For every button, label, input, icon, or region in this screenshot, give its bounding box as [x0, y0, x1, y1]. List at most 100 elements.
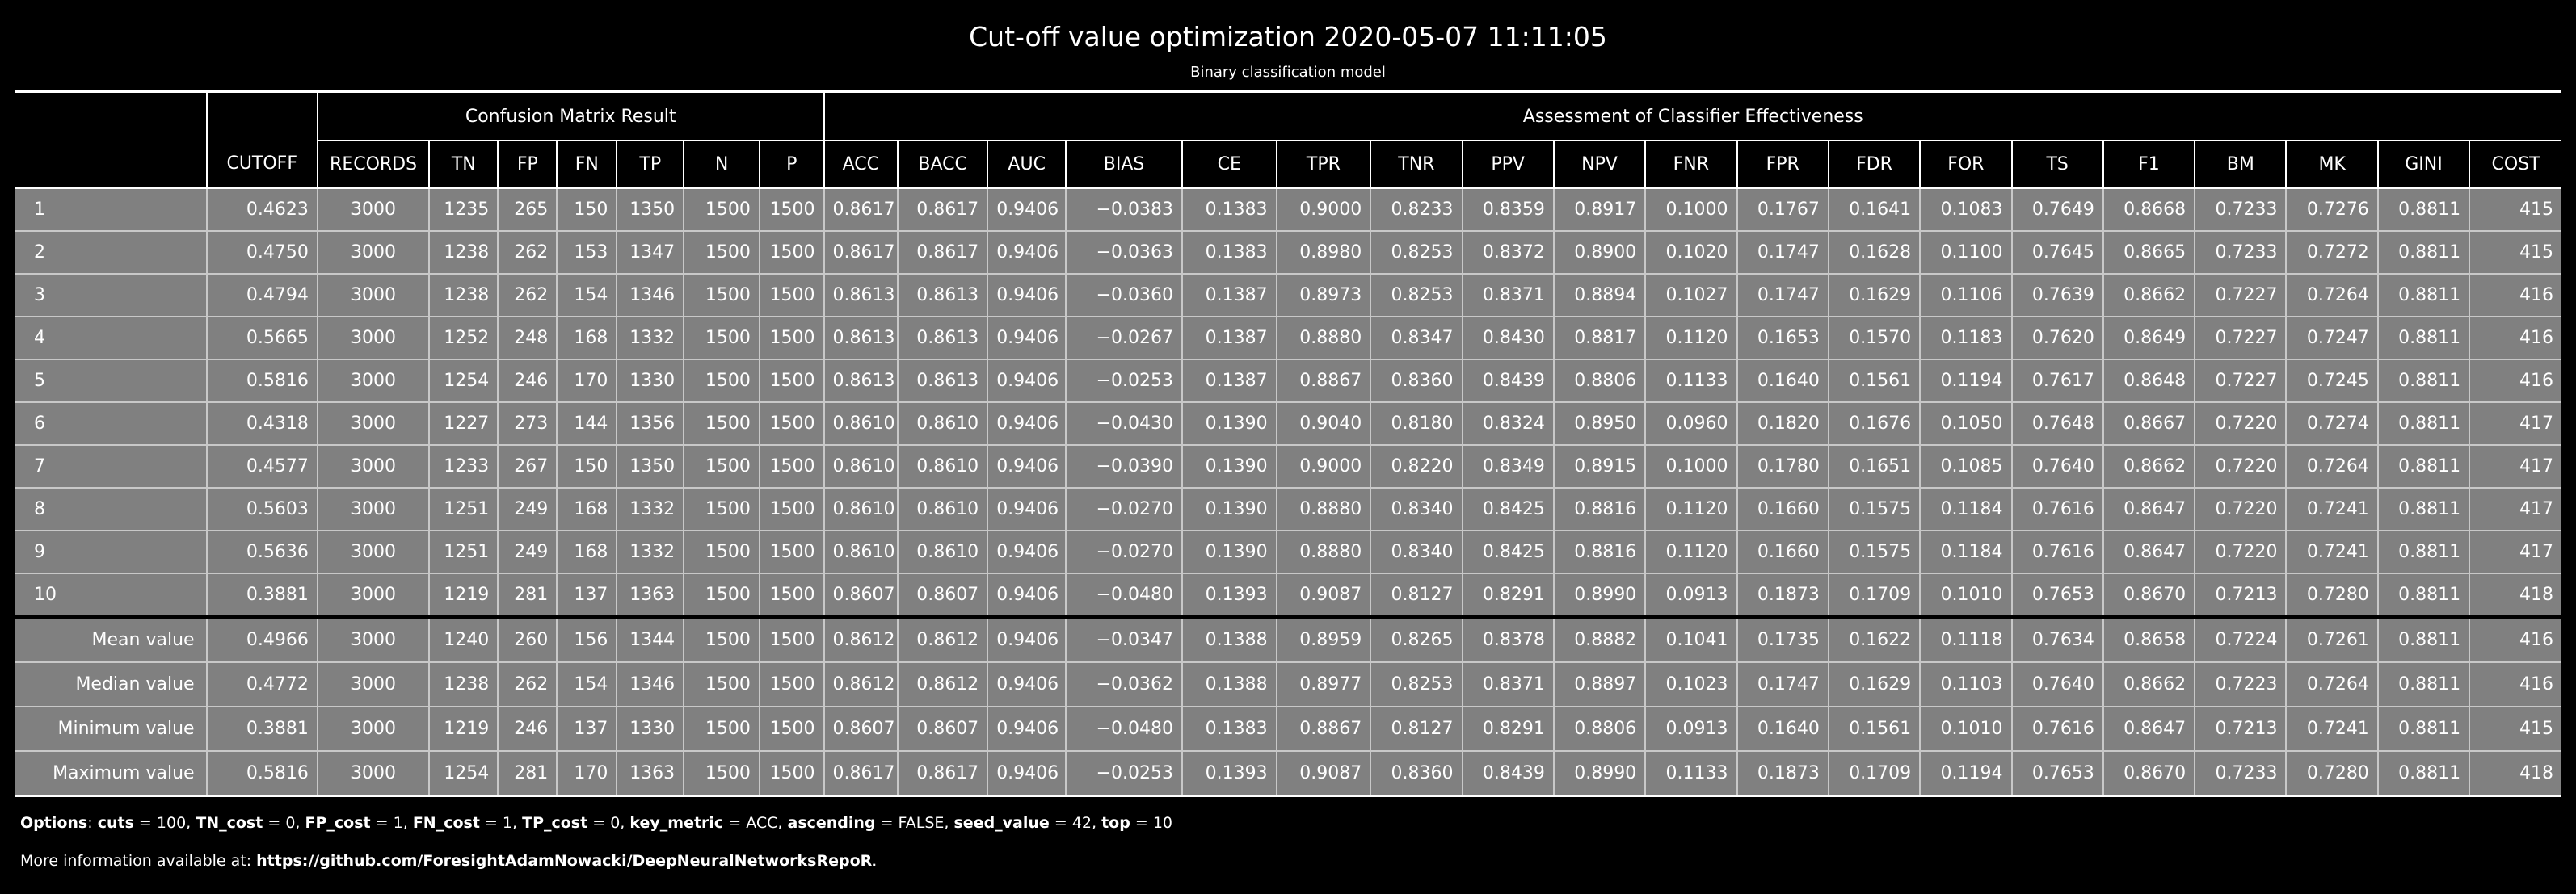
cell-cost: 417	[2469, 445, 2561, 489]
cell-cutoff: 0.5636	[205, 531, 318, 574]
cell-cutoff: 0.3881	[205, 707, 318, 752]
cell-p: 1500	[758, 402, 824, 446]
cell-gini: 0.8811	[2376, 488, 2470, 531]
cell-tpr: 0.9087	[1275, 573, 1371, 619]
cell-label: 1	[15, 187, 207, 232]
cell-tn: 1227	[428, 402, 499, 446]
cell-p: 1500	[758, 488, 824, 531]
cell-cutoff: 0.4794	[205, 274, 318, 317]
option-value: ACC	[746, 814, 778, 832]
cell-fdr: 0.1628	[1827, 231, 1921, 275]
cell-ce: 0.1390	[1181, 488, 1277, 531]
cell-tn: 1219	[428, 707, 499, 752]
cell-cost: 415	[2469, 231, 2561, 275]
cell-npv: 0.8894	[1552, 274, 1646, 317]
cell-tpr: 0.8959	[1275, 617, 1371, 663]
cell-fpr: 0.1660	[1736, 488, 1829, 531]
cell-ce: 0.1387	[1181, 274, 1277, 317]
cell-bacc: 0.8610	[897, 531, 988, 574]
cell-fpr: 0.1747	[1736, 274, 1829, 317]
cell-bacc: 0.8607	[897, 573, 988, 619]
option-value: 42	[1071, 814, 1092, 832]
cell-fp: 281	[497, 573, 558, 619]
option-key: top	[1101, 814, 1130, 832]
cell-tpr: 0.8980	[1275, 231, 1371, 275]
cell-for: 0.1194	[1919, 751, 2012, 797]
cell-mk: 0.7261	[2285, 617, 2378, 663]
cell-fdr: 0.1676	[1827, 402, 1921, 446]
cell-fdr: 0.1622	[1827, 617, 1921, 663]
cell-ppv: 0.8359	[1461, 187, 1554, 232]
cell-bacc: 0.8610	[897, 488, 988, 531]
cell-label: 10	[15, 573, 207, 619]
cell-fp: 260	[497, 617, 558, 663]
cell-for: 0.1184	[1919, 488, 2012, 531]
cell-n: 1500	[683, 662, 760, 707]
cell-cost: 416	[2469, 359, 2561, 403]
table-row: 1 0.4623 3000 1235 265 150 1350 1500 1500 0.8617 0…	[15, 187, 2561, 232]
cell-auc: 0.9406	[987, 402, 1067, 446]
cell-for: 0.1118	[1919, 617, 2012, 663]
cell-for: 0.1106	[1919, 274, 2012, 317]
cell-npv: 0.8817	[1552, 317, 1646, 360]
cell-tp: 1350	[616, 187, 684, 232]
cell-bias: −0.0347	[1065, 617, 1183, 663]
cell-mk: 0.7247	[2285, 317, 2378, 360]
cell-ts: 0.7648	[2010, 402, 2103, 446]
cell-tpr: 0.8973	[1275, 274, 1371, 317]
col-header-ce: CE	[1181, 141, 1277, 189]
cell-mk: 0.7272	[2285, 231, 2378, 275]
summary-row: Maximum value 0.5816 3000 1254 281 170 1363 150…	[15, 751, 2561, 797]
cell-auc: 0.9406	[987, 617, 1067, 663]
cell-tp: 1332	[616, 531, 684, 574]
cell-n: 1500	[683, 573, 760, 619]
col-header-for: FOR	[1919, 141, 2012, 189]
cell-tp: 1344	[616, 617, 684, 663]
cell-acc: 0.8612	[823, 662, 899, 707]
cell-tnr: 0.8340	[1370, 531, 1463, 574]
cell-bias: −0.0270	[1065, 488, 1183, 531]
cell-fp: 262	[497, 231, 558, 275]
cell-f1: 0.8647	[2102, 531, 2195, 574]
cell-npv: 0.8990	[1552, 573, 1646, 619]
cell-ppv: 0.8291	[1461, 707, 1554, 752]
cell-f1: 0.8667	[2102, 402, 2195, 446]
cell-ts: 0.7616	[2010, 531, 2103, 574]
cell-gini: 0.8811	[2376, 359, 2470, 403]
cell-for: 0.1083	[1919, 187, 2012, 232]
cell-mk: 0.7276	[2285, 187, 2378, 232]
report-subtitle: Binary classification model	[1190, 64, 1386, 81]
col-header-label	[15, 141, 207, 189]
cell-fn: 170	[556, 751, 617, 797]
cell-fp: 248	[497, 317, 558, 360]
cell-fn: 153	[556, 231, 617, 275]
col-header-p: P	[758, 141, 824, 189]
cell-fpr: 0.1660	[1736, 531, 1829, 574]
top-divider	[15, 90, 2561, 93]
cell-fnr: 0.1023	[1644, 662, 1737, 707]
group-confusion-matrix: Confusion Matrix Result	[316, 93, 824, 141]
cell-acc: 0.8613	[823, 317, 899, 360]
cell-tp: 1332	[616, 488, 684, 531]
cell-records: 3000	[316, 573, 430, 619]
cell-bias: −0.0390	[1065, 445, 1183, 489]
cell-tnr: 0.8265	[1370, 617, 1463, 663]
cell-bacc: 0.8617	[897, 751, 988, 797]
cell-fn: 154	[556, 662, 617, 707]
repo-link[interactable]: https://github.com/ForesightAdamNowacki/…	[256, 852, 873, 870]
cell-ts: 0.7616	[2010, 707, 2103, 752]
cell-tp: 1350	[616, 445, 684, 489]
cell-cost: 418	[2469, 751, 2561, 797]
cell-records: 3000	[316, 488, 430, 531]
cell-npv: 0.8806	[1552, 707, 1646, 752]
col-header-auc: AUC	[987, 141, 1067, 189]
cell-ts: 0.7634	[2010, 617, 2103, 663]
cell-n: 1500	[683, 707, 760, 752]
cell-n: 1500	[683, 187, 760, 232]
cell-bm: 0.7233	[2194, 231, 2287, 275]
cell-fpr: 0.1747	[1736, 662, 1829, 707]
cell-n: 1500	[683, 445, 760, 489]
cell-ts: 0.7640	[2010, 662, 2103, 707]
cell-f1: 0.8662	[2102, 662, 2195, 707]
cell-ts: 0.7639	[2010, 274, 2103, 317]
